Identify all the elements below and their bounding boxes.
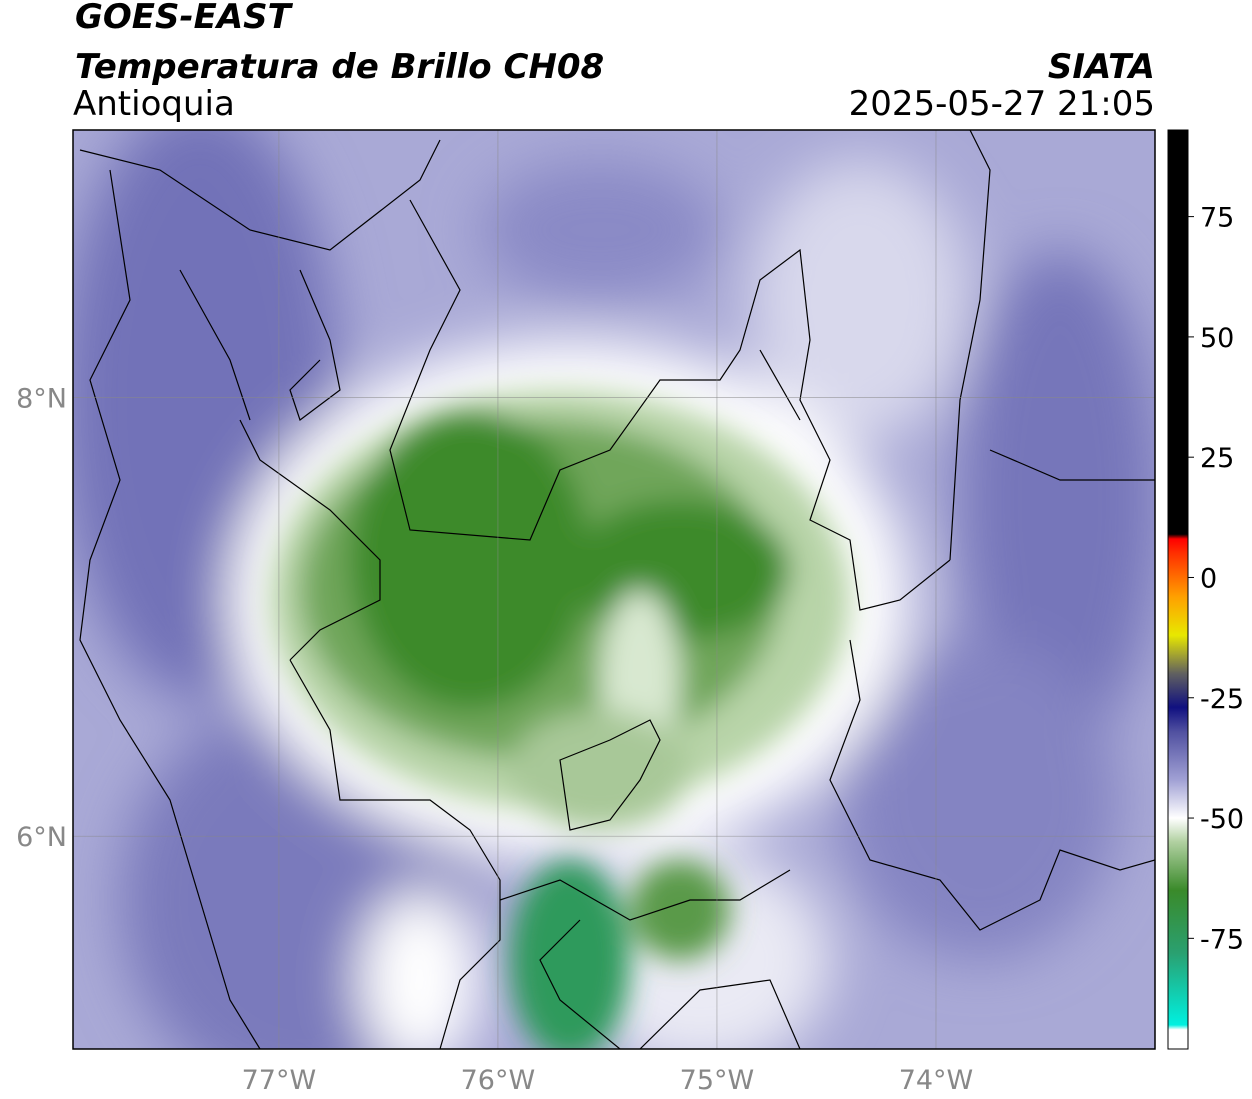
colorbar-tick-label: 0 [1200, 563, 1217, 594]
title: GOES-EAST [75, 0, 294, 37]
colorbar-tick-label: -25 [1200, 684, 1244, 715]
colorbar-tick-label: 25 [1200, 443, 1234, 474]
source: SIATA [1048, 47, 1155, 87]
colorbar-tick-label: 50 [1200, 323, 1234, 354]
y-tick-label: 6°N [16, 822, 67, 853]
timestamp: 2025-05-27 21:05 [849, 84, 1155, 124]
colorbar-tick-label: -75 [1200, 924, 1244, 955]
subtitle: Temperatura de Brillo CH08 [75, 47, 604, 87]
satellite-image [73, 130, 1155, 1049]
x-tick-label: 76°W [461, 1065, 536, 1096]
region: Antioquia [73, 84, 235, 124]
x-tick-label: 74°W [899, 1065, 974, 1096]
colorbar-tick-label: 75 [1200, 203, 1234, 234]
y-tick-label: 8°N [16, 384, 67, 415]
colorbar-tick-label: -50 [1200, 804, 1244, 835]
x-tick-label: 75°W [680, 1065, 755, 1096]
x-tick-label: 77°W [242, 1065, 317, 1096]
map-frame [72, 129, 1156, 1050]
colorbar [1167, 129, 1189, 1050]
